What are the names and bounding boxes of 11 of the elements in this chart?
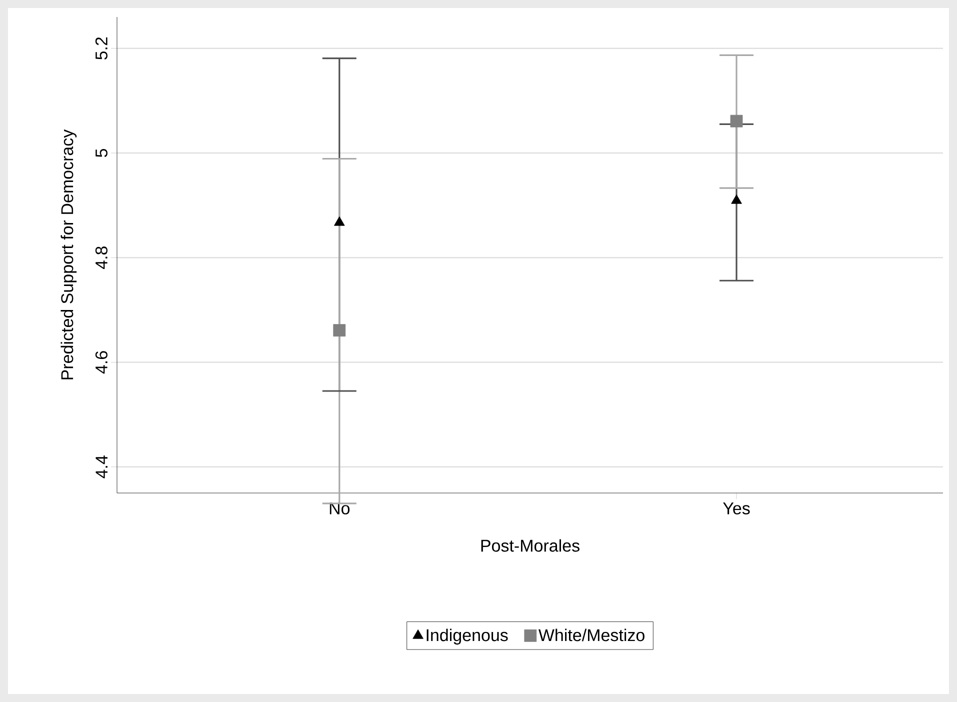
y-tick-label: 4.8 (95, 246, 108, 270)
y-tick-label: 5.2 (95, 37, 108, 60)
y-tick-label: 4.4 (96, 456, 108, 478)
y-axis-title: Predicted Support for Democracy (60, 129, 77, 380)
x-tick-label: Yes (723, 502, 750, 514)
legend-label: Indigenous (426, 628, 508, 645)
x-tick-label: No (330, 502, 350, 514)
y-tick-label: 4.6 (95, 351, 108, 374)
y-tick-label: 5 (96, 148, 108, 158)
x-axis-title: Post-Morales (481, 539, 580, 552)
legend-label: White/Mestizo (538, 628, 644, 642)
